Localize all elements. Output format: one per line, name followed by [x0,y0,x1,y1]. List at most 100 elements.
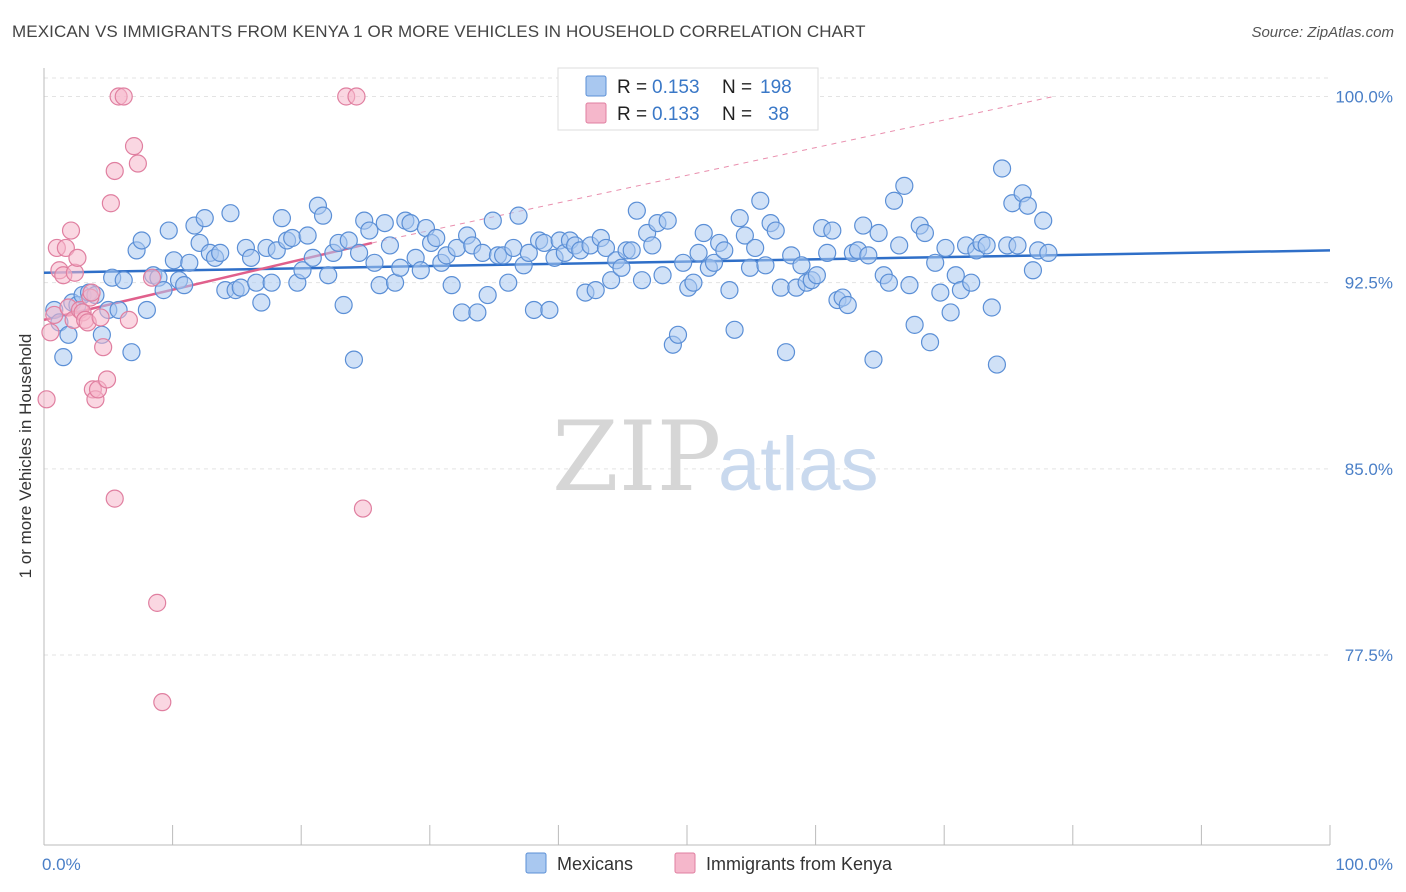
point-s0-163 [890,236,909,255]
y-tick-label-2: 85.0% [1345,460,1393,479]
point-s0-183 [992,159,1012,178]
point-s0-73 [427,228,446,248]
point-s0-38 [247,273,266,292]
point-s0-112 [627,201,646,220]
point-s1-2 [45,305,64,325]
point-s0-76 [442,276,461,295]
point-s0-144 [792,256,811,275]
y-axis-label: 1 or more Vehicles in Household [16,334,35,579]
point-s0-191 [1034,211,1053,230]
point-s1-21 [94,338,113,357]
source-label: Source: ZipAtlas.com [1251,24,1394,41]
point-s0-129 [715,241,734,260]
point-s0-133 [735,226,754,245]
point-s0-78 [452,303,472,322]
trend-extension-1 [371,96,1054,244]
point-s0-141 [776,343,796,362]
point-s1-32 [148,593,167,612]
point-s0-181 [982,298,1001,317]
point-s0-180 [977,236,996,255]
point-s0-60 [360,221,379,240]
bottom-legend-kenya: Immigrants from Kenya [706,854,893,874]
legend-r-value-1: 0.153 [652,77,700,98]
point-s0-64 [380,236,400,255]
bottom-legend-swatch-mexicans [525,852,547,874]
legend-n-label-2: N = [722,104,752,125]
point-s0-120 [668,325,688,344]
point-s0-89 [509,206,528,225]
point-s0-14 [122,343,141,362]
point-s0-47 [293,261,312,280]
point-s0-107 [602,271,621,290]
data-points [37,87,1058,712]
point-s0-121 [674,253,693,272]
point-s0-37 [241,248,261,267]
y-tick-labels: 100.0% 92.5% 85.0% 77.5% [1335,88,1393,666]
point-s0-118 [658,211,677,230]
point-s1-23 [101,194,120,213]
point-s0-57 [344,350,364,369]
point-s0-157 [859,246,878,265]
point-s1-26 [114,87,133,106]
point-s0-82 [473,243,492,262]
point-s0-165 [900,276,919,295]
legend-r-label-2: R = [617,104,647,125]
point-s0-33 [221,204,240,223]
point-s0-91 [519,243,538,262]
point-s0-189 [1023,261,1043,280]
point-s1-24 [105,161,124,181]
point-s0-63 [375,213,394,233]
point-s0-13 [114,271,133,290]
watermark-atlas: atlas [718,422,879,507]
point-s0-43 [272,209,292,228]
point-s0-28 [195,209,214,228]
point-s0-147 [807,266,826,285]
watermark-zip: ZIP [552,401,721,513]
point-s0-153 [838,295,857,315]
point-s0-164 [895,176,914,195]
point-s1-37 [82,283,101,302]
point-s1-29 [128,154,147,173]
point-s0-35 [231,278,250,297]
point-s0-172 [936,238,955,258]
point-s0-137 [756,256,775,275]
point-s0-31 [211,243,230,262]
point-s0-2 [54,348,73,367]
point-s1-0 [37,390,56,409]
point-s0-149 [818,243,837,262]
point-s0-158 [864,350,883,369]
point-s1-31 [142,268,162,287]
point-s0-24 [175,276,194,295]
point-s0-111 [622,241,641,260]
point-s0-92 [524,300,544,320]
point-s0-41 [262,273,281,292]
legend-swatch-kenya [585,102,607,124]
point-s0-132 [730,209,749,228]
point-s0-81 [468,303,487,322]
point-s0-166 [905,315,924,334]
legend: R = 0.153 N = 198 R = 0.133 N = 38 [557,67,819,131]
chart-title: MEXICAN VS IMMIGRANTS FROM KENYA 1 OR MO… [12,22,866,41]
point-s0-124 [689,243,708,262]
point-s0-140 [771,278,790,297]
point-s0-136 [751,191,770,210]
point-s1-35 [347,87,366,106]
x-tick-labels: 0.0% 100.0% [42,855,1393,874]
bottom-legend-swatch-kenya [674,852,696,874]
point-s0-150 [823,221,842,240]
point-s0-62 [370,276,389,295]
point-s0-70 [411,261,430,280]
point-s0-113 [632,271,652,290]
point-s1-20 [91,308,110,327]
y-tick-label-0: 100.0% [1335,88,1393,107]
point-s0-135 [746,238,765,258]
point-s0-17 [137,300,156,320]
x-tick-label-1: 100.0% [1335,855,1393,874]
point-s0-56 [339,231,358,250]
point-s0-16 [132,231,151,250]
point-s1-6 [56,238,75,258]
x-tick-label-0: 0.0% [42,855,81,874]
point-s0-58 [349,243,369,262]
point-s0-49 [303,248,322,267]
